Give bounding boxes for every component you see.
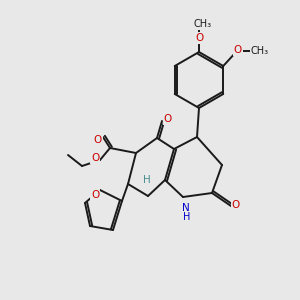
Text: O: O (91, 190, 99, 200)
Text: CH₃: CH₃ (194, 19, 212, 29)
Text: O: O (91, 153, 99, 163)
Text: CH₃: CH₃ (251, 46, 269, 56)
Text: H: H (183, 212, 191, 222)
Text: O: O (164, 114, 172, 124)
Text: O: O (234, 45, 242, 55)
Text: H: H (143, 175, 151, 185)
Text: O: O (195, 33, 203, 43)
Text: O: O (232, 200, 240, 210)
Text: N: N (182, 203, 190, 213)
Text: O: O (94, 135, 102, 145)
